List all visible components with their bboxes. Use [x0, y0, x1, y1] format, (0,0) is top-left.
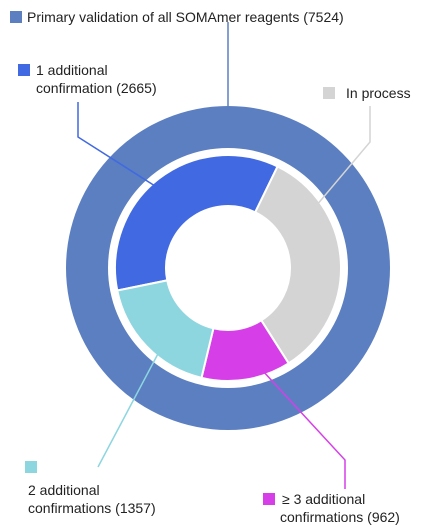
inner-segment [253, 165, 342, 365]
legend-swatch [323, 87, 335, 99]
legend-label: 1 additional confirmation (2665) [36, 62, 157, 96]
legend-swatch [25, 461, 37, 473]
inner-segment [116, 279, 215, 380]
leader-line [97, 349, 161, 468]
legend-swatch [263, 493, 275, 505]
inner-segment [114, 154, 279, 292]
legend-swatch [18, 64, 30, 76]
leader-line [77, 102, 156, 187]
leader-line [261, 369, 346, 489]
legend-label: Primary validation of all SOMAmer reagen… [27, 9, 344, 25]
legend-label: In process [346, 85, 411, 101]
leader-line [315, 106, 371, 207]
legend-swatch [10, 11, 22, 23]
legend-label: 2 additional confirmations (1357) [28, 482, 156, 516]
legend-label: ≥ 3 additional confirmations (962) [280, 491, 400, 525]
